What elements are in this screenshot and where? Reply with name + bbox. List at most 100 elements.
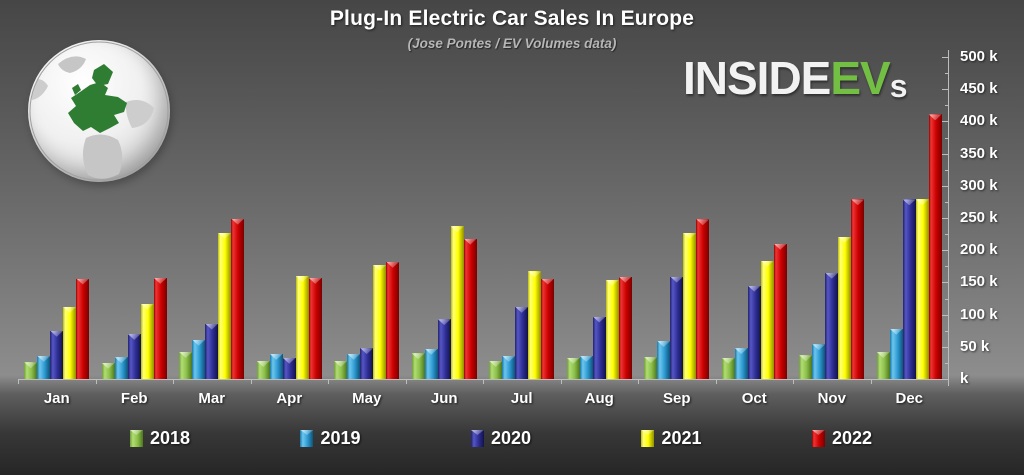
bar-2018-mar: [179, 351, 193, 379]
bar-group-feb: [96, 57, 174, 379]
bar-2020-nov: [825, 272, 839, 379]
y-axis-tick-label: 50 k: [960, 337, 990, 355]
logo-inside-text: INSIDE: [683, 52, 831, 104]
x-axis-tick: [95, 380, 97, 384]
y-axis-tick: [945, 137, 949, 139]
legend-item-2018: 2018: [130, 428, 190, 449]
month-label-sep: Sep: [662, 390, 691, 407]
x-axis-tick: [715, 380, 717, 384]
legend-label: 2018: [150, 428, 191, 448]
legend-label: 2022: [831, 428, 872, 448]
x-axis-tick: [405, 380, 407, 384]
bar-2021-apr: [295, 275, 309, 379]
x-axis-tick: [560, 380, 562, 384]
bar-2021-nov: [838, 236, 852, 379]
bar-group-apr: [251, 57, 329, 379]
insideevs-logo: INSIDE EV s: [683, 52, 908, 104]
bar-2019-jun: [424, 348, 438, 379]
bar-2022-jun: [463, 238, 477, 379]
y-axis-tick-label: 100 k: [960, 305, 998, 323]
x-axis-tick: [793, 380, 794, 384]
legend-item-2021: 2021: [641, 428, 702, 449]
page-title: Plug-In Electric Car Sales In Europe: [329, 7, 695, 30]
y-axis-tick: [945, 73, 949, 75]
x-axis-tick: [638, 380, 639, 384]
bar-2020-feb: [127, 333, 141, 379]
legend-marker-2018: [130, 430, 143, 447]
legend-item-2022: 2022: [811, 428, 872, 449]
logo-s-text: s: [889, 68, 908, 104]
plot-area: [18, 57, 948, 379]
bar-2019-aug: [579, 355, 593, 379]
month-label-dec: Dec: [895, 390, 924, 407]
x-axis-tick: [870, 380, 872, 384]
y-axis-tick: [945, 169, 949, 171]
x-axis-tick: [250, 380, 252, 384]
bar-2022-aug: [618, 276, 632, 379]
month-label-jul: Jul: [510, 390, 533, 407]
y-axis-tick-label: 250 k: [960, 209, 998, 226]
bar-2021-dec: [915, 199, 929, 379]
bar-2020-apr: [282, 357, 296, 379]
legend-label: 2021: [661, 428, 702, 448]
bar-2018-jul: [489, 360, 503, 379]
month-label-nov: Nov: [817, 390, 846, 407]
bar-group-aug: [561, 57, 639, 379]
bar-2020-jan: [50, 330, 64, 379]
bar-2022-jul: [541, 278, 555, 379]
y-axis-tick: [942, 57, 949, 58]
y-axis-tick: [942, 121, 949, 123]
bar-2021-sep: [683, 232, 697, 379]
y-axis-tick-label: 150 k: [960, 273, 998, 291]
y-axis-tick: [945, 201, 949, 203]
bar-2020-dec: [902, 199, 916, 379]
bar-2018-nov: [799, 355, 813, 379]
bar-2019-jan: [37, 355, 51, 379]
y-axis-tick-label: 200 k: [960, 241, 998, 259]
bar-2018-jan: [24, 362, 38, 379]
y-axis-tick: [945, 330, 949, 332]
bar-2022-feb: [153, 277, 167, 379]
bar-2018-apr: [256, 360, 270, 379]
bar-group-jul: [483, 57, 561, 379]
bar-2018-sep: [644, 357, 658, 379]
y-axis-tick: [942, 185, 949, 187]
y-axis-tick: [945, 298, 949, 300]
y-axis-tick: [942, 379, 949, 380]
chart-legend: 2018 2019 2020 2021 2022: [130, 428, 872, 449]
month-label-jan: Jan: [43, 390, 70, 407]
bar-2022-dec: [928, 114, 942, 379]
y-axis-line: [942, 50, 949, 386]
bar-2018-aug: [566, 357, 580, 379]
legend-item-2020: 2020: [470, 428, 531, 449]
bar-2022-mar: [231, 218, 245, 379]
y-axis-tick: [942, 250, 949, 252]
bar-2021-aug: [605, 279, 619, 379]
bar-2021-jun: [450, 226, 464, 379]
bar-2022-may: [386, 261, 400, 379]
bar-2020-oct: [747, 285, 761, 379]
legend-marker-2020: [470, 430, 484, 447]
y-axis-tick: [945, 234, 949, 236]
y-axis-labels: 500 k 450 k 400 k 350 k 300 k 250 k 200 k 150 k…: [960, 48, 1020, 387]
y-axis-tick-label: 300 k: [960, 176, 998, 194]
y-axis-tick-label: 400 k: [960, 112, 998, 130]
bar-2018-oct: [721, 357, 735, 379]
y-axis-tick: [942, 89, 949, 91]
bar-2018-dec: [876, 351, 890, 379]
bar-2021-feb: [140, 303, 154, 379]
y-axis-tick: [945, 105, 949, 107]
bar-2022-sep: [696, 219, 710, 379]
y-axis-tick: [942, 218, 949, 219]
y-axis-tick: [942, 314, 949, 316]
bar-2019-feb: [114, 357, 128, 379]
legend-marker-2022: [811, 430, 825, 447]
x-axis-line: [18, 379, 949, 384]
bar-2022-apr: [308, 277, 322, 379]
y-axis-tick-label: 350 k: [960, 144, 998, 162]
chart-subtitle: (Jose Pontes / EV Volumes data): [407, 36, 617, 51]
bar-2022-nov: [851, 199, 865, 379]
y-axis-tick: [942, 346, 949, 348]
bar-2019-apr: [269, 353, 283, 379]
y-axis-tick: [942, 282, 949, 284]
